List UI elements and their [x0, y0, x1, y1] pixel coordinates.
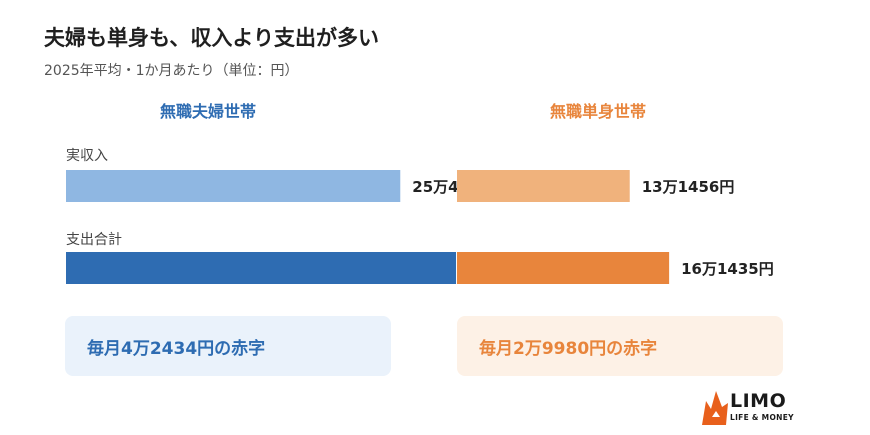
logo-tagline: LIFE & MONEY: [730, 413, 794, 422]
deficit-callout-single-text: 毎月2万9980円の赤字: [479, 338, 658, 359]
bar-value-label-couple-income: 25万4395円: [412, 178, 505, 196]
chart-subtitle: 2025年平均・1か月あたり（単位：円）: [44, 63, 299, 79]
deficit-callout-couple: 毎月4万2434円の赤字: [65, 316, 391, 376]
chart-title: 夫婦も単身も、収入より支出が多い: [44, 26, 379, 50]
logo-wordmark: LIMO: [730, 390, 787, 412]
bar-single-spend: [457, 252, 670, 284]
fox-icon: [702, 391, 728, 425]
bar-couple-income: [66, 170, 401, 202]
deficit-callout-single: 毎月2万9980円の赤字: [457, 316, 783, 376]
panel-heading-couple: 無職夫婦世帯: [160, 102, 257, 121]
bar-value-label-single-spend: 16万1435円: [681, 260, 774, 278]
row-label-spend: 支出合計: [66, 232, 122, 248]
deficit-callout-couple-text: 毎月4万2434円の赤字: [87, 338, 266, 359]
row-label-income: 実収入: [66, 148, 108, 164]
panel-heading-single: 無職単身世帯: [550, 102, 647, 121]
bar-value-label-single-income: 13万1456円: [642, 178, 735, 196]
bar-couple-spend: [66, 252, 457, 284]
bar-single-income: [457, 170, 630, 202]
